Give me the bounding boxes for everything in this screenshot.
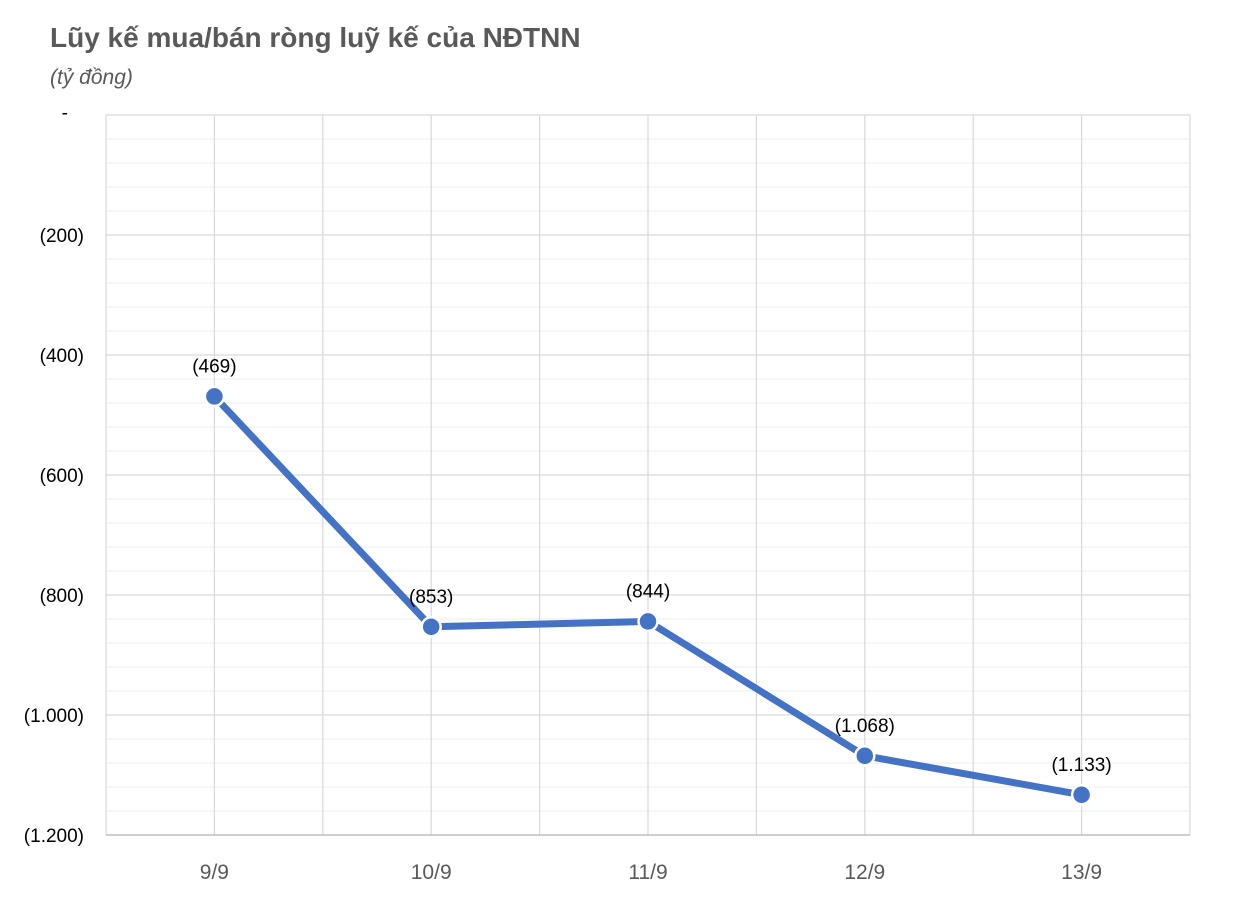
data-label: (853) (409, 587, 453, 608)
x-tick-label: 9/9 (200, 861, 229, 884)
y-axis: - (200) (400) (600) (800) (1.000) (1.200) (24, 103, 84, 847)
series-points-group (203, 385, 1093, 806)
data-label: (1.068) (835, 716, 895, 737)
y-tick-label: (1.200) (24, 826, 84, 847)
series-line-segment (210, 392, 435, 631)
chart-subtitle: (tỷ đồng) (50, 66, 133, 89)
y-tick-label: (800) (40, 586, 84, 607)
x-tick-label: 11/9 (628, 861, 667, 884)
data-point (637, 610, 659, 633)
data-point (420, 616, 442, 638)
y-tick-label: (200) (40, 226, 84, 247)
y-tick-label: (400) (40, 346, 84, 367)
chart-title: Lũy kế mua/bán ròng luỹ kế của NĐTNN (50, 22, 581, 53)
data-point (1070, 784, 1093, 806)
x-axis: 9/9 10/9 11/9 12/9 13/9 (200, 861, 1102, 884)
data-point (203, 385, 226, 408)
x-tick-label: 13/9 (1061, 861, 1102, 884)
y-tick-label: - (62, 103, 68, 124)
major-gridlines (105, 114, 1191, 836)
data-point (854, 745, 876, 767)
data-labels-group: (469) (853) (844) (1.068) (1.133) (192, 356, 1111, 775)
series-line-segment (427, 617, 652, 631)
x-tick-label: 10/9 (411, 861, 452, 884)
data-label: (1.133) (1051, 755, 1111, 776)
series-line-segment (861, 752, 1086, 799)
series-line-group (210, 392, 1086, 799)
y-tick-label: (1.000) (24, 706, 84, 727)
x-tick-label: 12/9 (844, 861, 885, 884)
data-label: (844) (626, 581, 670, 602)
y-tick-label: (600) (40, 466, 84, 487)
series-line-segment (644, 617, 869, 760)
data-label: (469) (192, 356, 236, 377)
